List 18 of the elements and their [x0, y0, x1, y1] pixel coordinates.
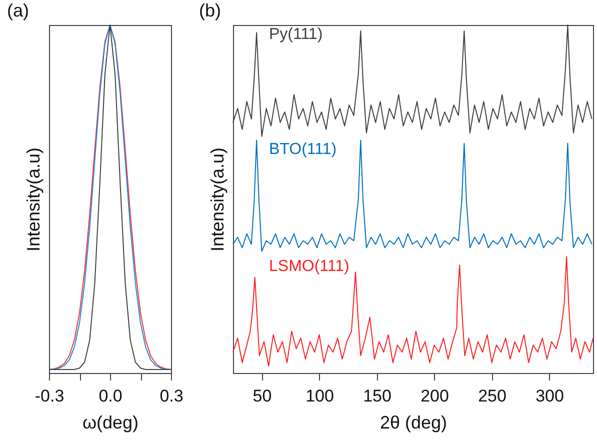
x-tick-label: 200: [420, 386, 449, 406]
x-tick-label: 300: [536, 386, 564, 406]
series-label: LSMO(111): [269, 258, 350, 275]
x-axis-title: ω(deg): [82, 412, 139, 432]
y-axis-title: Intensity(a.u): [208, 147, 228, 252]
series-label: Py(111): [269, 26, 323, 43]
x-tick-label: -0.3: [34, 386, 64, 406]
chart-title: (a): [7, 0, 29, 20]
x-tick-label: 50: [252, 386, 272, 406]
x-tick-label: 250: [478, 386, 506, 406]
x-tick-label: 0.0: [98, 386, 122, 406]
x-axis-title: 2θ (deg): [380, 412, 448, 432]
y-axis-title: Intensity(a.u): [24, 147, 44, 252]
chart-title: (b): [199, 0, 221, 20]
x-tick-label: 150: [363, 386, 392, 406]
x-tick-label: 100: [306, 386, 334, 406]
series-label: BTO(111): [269, 141, 337, 158]
x-tick-label: 0.3: [160, 386, 184, 406]
